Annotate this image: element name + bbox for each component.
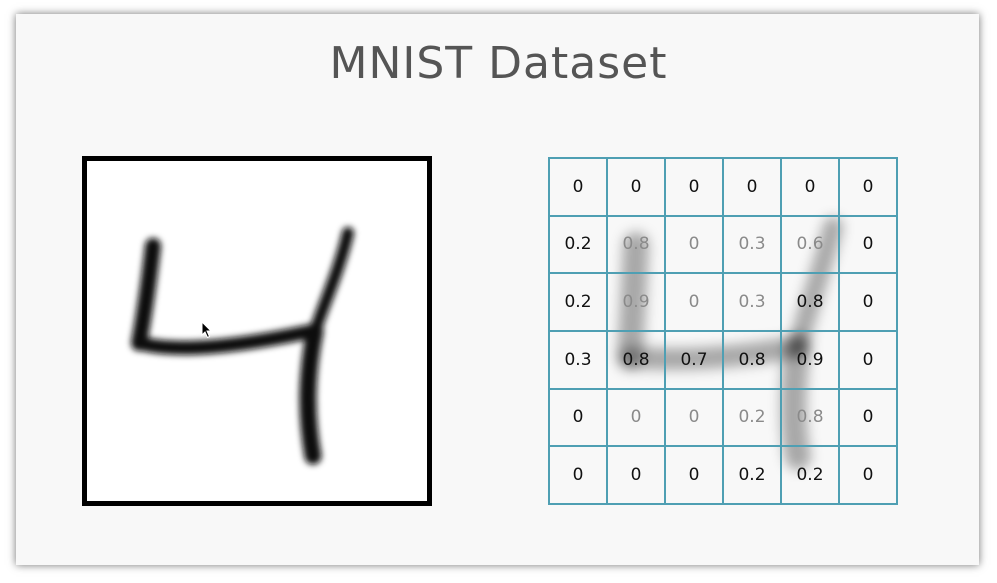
pixel-table: 0 0 0 0 0 0 0.2 0.8 0 0.3 0.6 0 0.2 0.9 0 0.3 0.8 0 0.3 0.8…	[548, 157, 898, 505]
grid-cell: 0.8	[606, 329, 666, 390]
grid-row: 0 0 0 0.2 0.2 0	[548, 445, 898, 505]
grid-cell: 0.6	[780, 214, 840, 275]
handwritten-digit-four	[131, 227, 354, 465]
grid-row: 0 0 0 0.2 0.8 0	[548, 387, 898, 448]
grid-cell: 0	[548, 157, 608, 217]
grid-cell: 0.8	[722, 329, 782, 390]
grid-cell: 0	[606, 387, 666, 448]
grid-cell: 0	[838, 387, 898, 448]
grid-cell: 0	[606, 157, 666, 217]
grid-cell: 0.9	[780, 329, 840, 390]
grid-cell: 0.8	[606, 214, 666, 275]
grid-cell: 0	[548, 387, 608, 448]
grid-cell: 0.2	[548, 272, 608, 332]
grid-cell: 0.3	[548, 329, 608, 390]
grid-row: 0.3 0.8 0.7 0.8 0.9 0	[548, 329, 898, 390]
grid-cell: 0	[664, 157, 724, 217]
slide-title: MNIST Dataset	[329, 38, 668, 89]
arrow-cursor-icon	[201, 320, 213, 344]
grid-cell: 0	[606, 445, 666, 505]
grid-cell: 0	[838, 272, 898, 332]
pixel-value-grid: 0 0 0 0 0 0 0.2 0.8 0 0.3 0.6 0 0.2 0.9 0 0.3 0.8 0 0.3 0.8…	[548, 157, 898, 505]
grid-row: 0.2 0.8 0 0.3 0.6 0	[548, 214, 898, 275]
grid-cell: 0.2	[548, 214, 608, 275]
grid-cell: 0	[838, 157, 898, 217]
grid-cell: 0.8	[780, 272, 840, 332]
grid-cell: 0	[664, 387, 724, 448]
grid-cell: 0.2	[722, 445, 782, 505]
grid-cell: 0	[548, 445, 608, 505]
grid-cell: 0	[780, 157, 840, 217]
grid-cell: 0	[838, 214, 898, 275]
grid-cell: 0.7	[664, 329, 724, 390]
grid-cell: 0.3	[722, 214, 782, 275]
grid-cell: 0.2	[780, 445, 840, 505]
grid-cell: 0	[838, 329, 898, 390]
grid-cell: 0.9	[606, 272, 666, 332]
mnist-digit-image	[82, 156, 432, 506]
grid-cell: 0.3	[722, 272, 782, 332]
grid-cell: 0.8	[780, 387, 840, 448]
grid-cell: 0	[722, 157, 782, 217]
grid-cell: 0	[664, 214, 724, 275]
grid-cell: 0.2	[722, 387, 782, 448]
grid-cell: 0	[664, 272, 724, 332]
grid-row: 0.2 0.9 0 0.3 0.8 0	[548, 272, 898, 332]
grid-cell: 0	[838, 445, 898, 505]
grid-cell: 0	[664, 445, 724, 505]
